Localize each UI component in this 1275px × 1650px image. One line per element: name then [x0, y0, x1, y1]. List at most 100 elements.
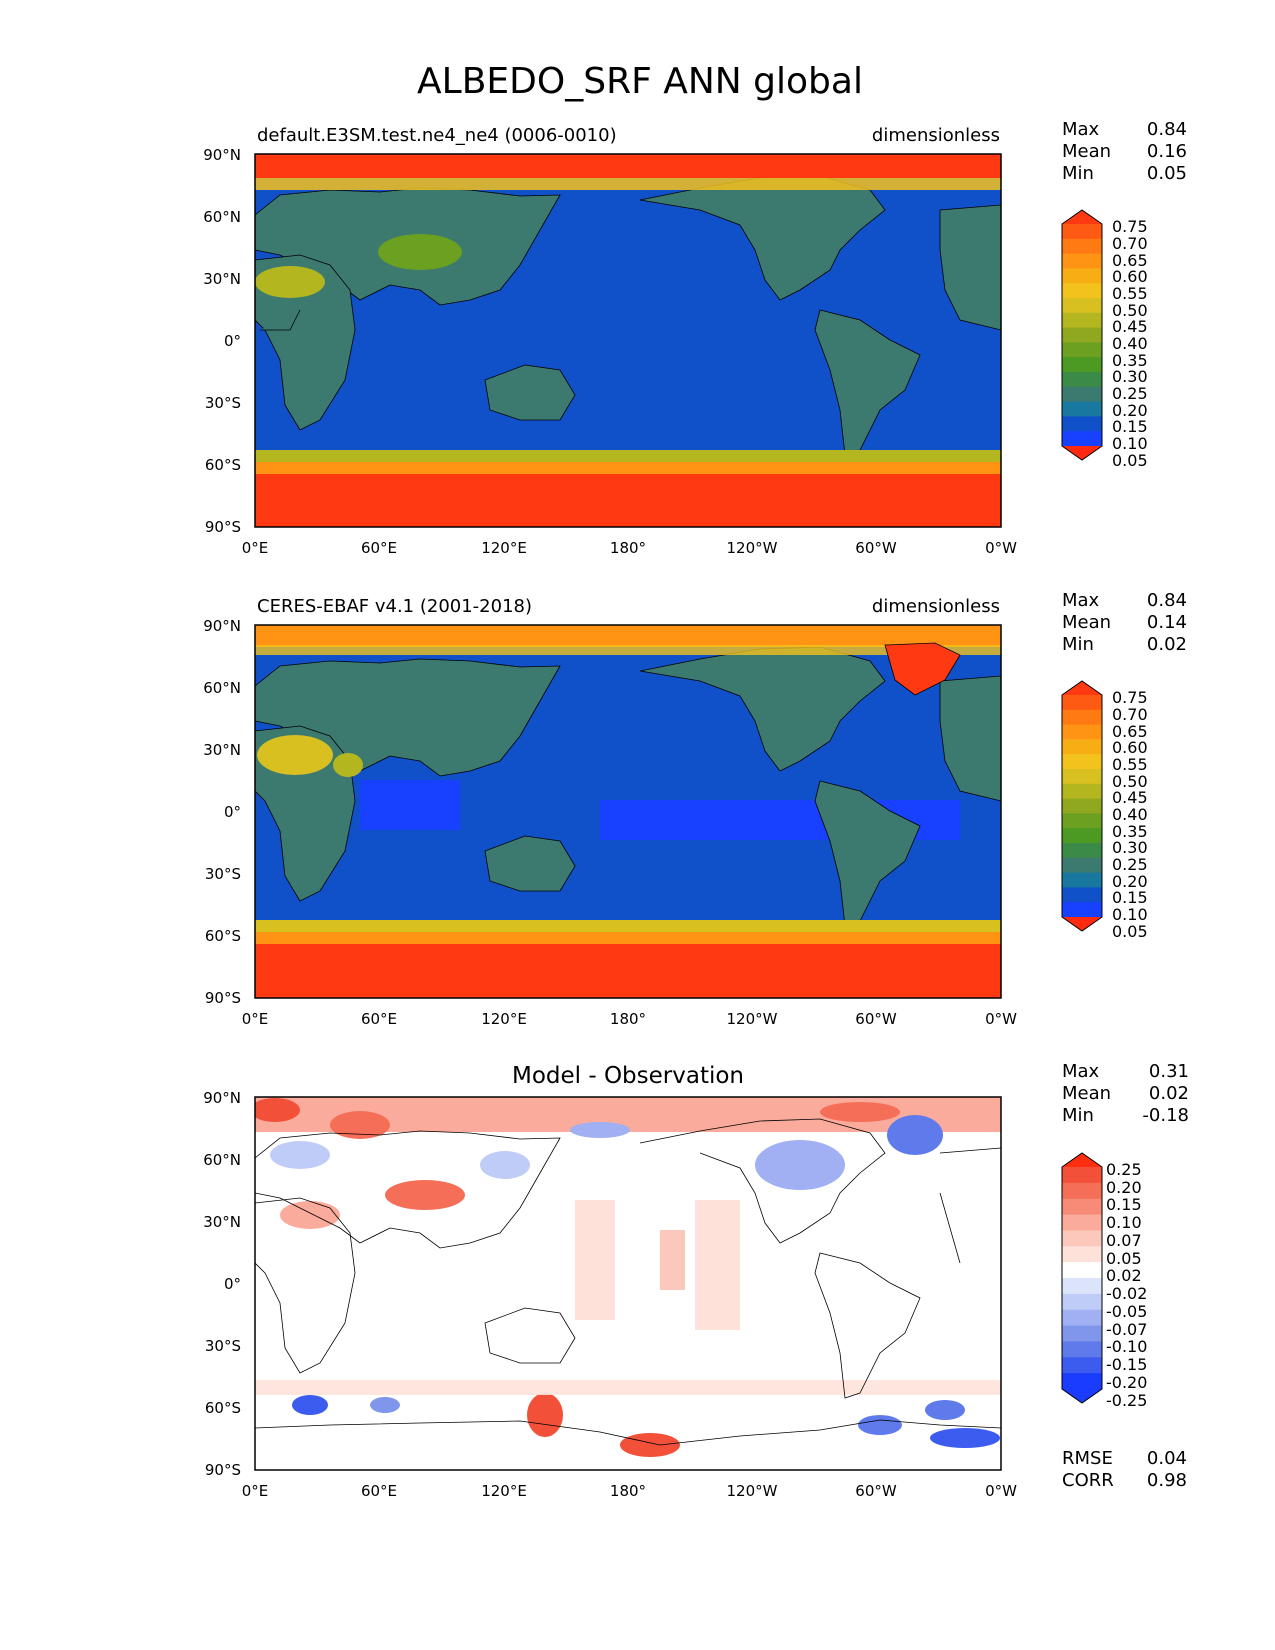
figure-title: ALBEDO_SRF ANN global	[417, 61, 863, 102]
stat-label: Min	[1062, 1105, 1094, 1126]
panel-test-title: default.E3SM.test.ne4_ne4 (0006-0010)	[257, 125, 617, 146]
positive-anomaly	[575, 1200, 615, 1320]
colorbar-outline	[1061, 680, 1103, 932]
metric-label: RMSE	[1062, 1448, 1113, 1469]
x-tick-label: 120°E	[481, 1482, 527, 1500]
y-tick-label: 60°N	[203, 208, 241, 226]
colorbar-band	[1062, 1167, 1102, 1184]
colorbar-tick-label: 0.45	[1112, 317, 1148, 336]
colorbar-tick-label: 0.45	[1112, 788, 1148, 807]
negative-anomaly	[480, 1151, 530, 1179]
colorbar-tick-label: 0.75	[1112, 217, 1148, 236]
colorbar-tick-label: 0.10	[1112, 434, 1148, 453]
greenland-high	[884, 642, 961, 696]
x-tick-label: 60°E	[361, 1010, 397, 1028]
colorbar-band	[1062, 1293, 1102, 1311]
colorbar-tick-label: -0.05	[1106, 1302, 1147, 1321]
colorbar-extend-min	[1062, 1389, 1102, 1403]
subpolar-band-orange	[255, 462, 1001, 476]
panel-difference-metrics: RMSE 0.04 CORR 0.98	[1062, 1448, 1187, 1491]
colorbar-band	[1062, 709, 1102, 726]
colorbar-band	[1062, 695, 1102, 711]
y-tick-label: 30°N	[203, 270, 241, 288]
colorbar-band	[1062, 298, 1102, 314]
colorbar-band	[1062, 238, 1102, 255]
panel-reference-yticks: 90°N 60°N 30°N 0° 30°S 60°S 90°S	[203, 617, 241, 1007]
panel-difference-frame	[254, 1096, 1002, 1471]
y-tick-label: 60°N	[203, 679, 241, 697]
stat-value: 0.84	[1147, 119, 1187, 140]
metric-value: 0.04	[1147, 1448, 1187, 1469]
y-tick-label: 90°S	[205, 1461, 241, 1479]
stat-label: Max	[1062, 1061, 1100, 1082]
negative-anomaly	[270, 1141, 330, 1169]
positive-anomaly	[255, 1098, 300, 1122]
y-tick-label: 30°S	[205, 394, 241, 412]
metric-label: CORR	[1062, 1470, 1114, 1491]
positive-anomaly	[820, 1102, 900, 1122]
colorbar-extend-min	[1062, 446, 1102, 460]
y-tick-label: 0°	[224, 1275, 241, 1293]
positive-anomaly	[280, 1201, 340, 1229]
stat-value: 0.02	[1147, 634, 1187, 655]
stat-value: 0.14	[1147, 612, 1187, 633]
colorbar-band	[1062, 357, 1102, 373]
colorbar-tick-label: 0.55	[1112, 755, 1148, 774]
panel-test-frame	[254, 153, 1002, 528]
colorbar-tick-label: 0.50	[1112, 772, 1148, 791]
panel-reference-map	[255, 625, 1001, 998]
stat-label: Min	[1062, 634, 1094, 655]
colorbar-band	[1062, 1341, 1102, 1358]
x-tick-label: 0°E	[242, 1482, 269, 1500]
x-tick-label: 120°E	[481, 539, 527, 557]
positive-anomaly	[527, 1393, 563, 1437]
colorbar-band	[1062, 312, 1102, 329]
colorbar-tick-label: 0.10	[1112, 905, 1148, 924]
negative-anomaly	[925, 1400, 965, 1420]
stat-label: Mean	[1062, 1083, 1111, 1104]
colorbar-band	[1062, 1214, 1102, 1232]
colorbar-tick-label: 0.60	[1112, 267, 1148, 286]
colorbar-band	[1062, 327, 1102, 343]
y-tick-label: 30°N	[203, 741, 241, 759]
colorbar-tick-label: 0.05	[1112, 922, 1148, 941]
panel-difference-map	[255, 1097, 1001, 1470]
panel-test-map	[255, 154, 1001, 527]
stat-value: 0.84	[1147, 590, 1187, 611]
panel-test-yticks: 90°N 60°N 30°N 0° 30°S 60°S 90°S	[203, 146, 241, 536]
x-tick-label: 60°W	[855, 1482, 897, 1500]
colorbar-band	[1062, 739, 1102, 755]
stat-value: -0.18	[1142, 1105, 1189, 1126]
negative-anomaly	[570, 1122, 630, 1138]
panel-difference-yticks: 90°N 60°N 30°N 0° 30°S 60°S 90°S	[203, 1089, 241, 1479]
negative-anomaly	[858, 1415, 902, 1435]
panel-test-stats: Max 0.84 Mean 0.16 Min 0.05	[1062, 119, 1187, 184]
colorbar-band	[1062, 283, 1102, 299]
negative-anomaly	[755, 1140, 845, 1190]
sahara-high	[257, 735, 333, 775]
x-tick-label: 0°W	[985, 1482, 1017, 1500]
colorbar-tick-label: 0.70	[1112, 234, 1148, 253]
x-tick-label: 120°W	[727, 1010, 778, 1028]
positive-anomaly	[695, 1200, 740, 1330]
southern-positive-band	[255, 1380, 1001, 1395]
panel-test: default.E3SM.test.ne4_ne4 (0006-0010) di…	[203, 119, 1187, 557]
x-tick-label: 0°E	[242, 1010, 269, 1028]
stat-label: Min	[1062, 163, 1094, 184]
colorbar-band	[1062, 843, 1102, 859]
y-tick-label: 90°S	[205, 989, 241, 1007]
colorbar-band	[1062, 769, 1102, 785]
antarctic-band-red	[255, 474, 1001, 527]
colorbar-tick-label: 0.75	[1112, 688, 1148, 707]
x-tick-label: 0°W	[985, 539, 1017, 557]
negative-anomaly	[370, 1397, 400, 1413]
stat-value: 0.16	[1147, 141, 1187, 162]
panel-reference-xticks: 0°E 60°E 120°E 180° 120°W 60°W 0°W	[242, 1010, 1017, 1028]
panel-reference-colorbar: 0.75 0.70 0.65 0.60 0.55 0.50 0.45 0.40 …	[1061, 680, 1148, 941]
colorbar-tick-label: 0.20	[1112, 401, 1148, 420]
colorbar-tick-label: 0.25	[1106, 1160, 1142, 1179]
colorbar-band	[1062, 1182, 1102, 1200]
colorbar-outline	[1061, 209, 1103, 461]
colorbar-band	[1062, 342, 1102, 358]
